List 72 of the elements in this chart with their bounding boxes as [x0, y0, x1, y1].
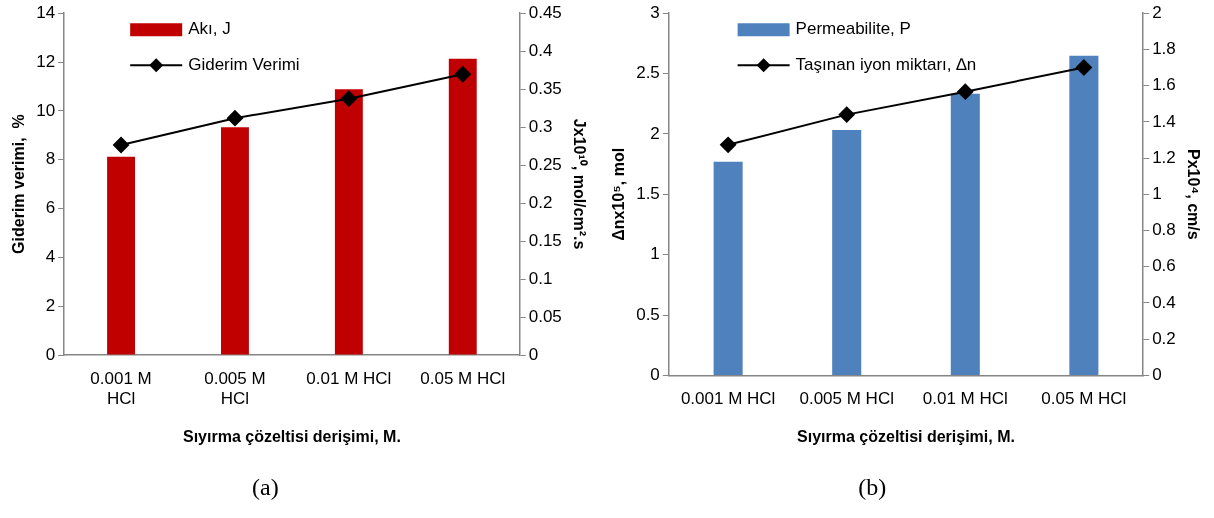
y2-axis-title: Jx10¹⁰, mol/cm².s [570, 118, 588, 250]
y2-axis-title: Px10⁴, cm/s [1184, 148, 1202, 240]
bar [107, 156, 136, 355]
bar [950, 93, 980, 375]
y2-tick-label: 0.25 [528, 154, 562, 174]
y-tick-label: 0.5 [636, 304, 660, 324]
y2-tick-label: 0 [528, 344, 539, 364]
bar [221, 127, 249, 355]
y-tick-label: 14 [36, 2, 56, 22]
y2-tick-label: 1.6 [1152, 75, 1176, 95]
y-axis-title: Giderim verimi, % [10, 114, 28, 254]
y-tick-label: 1 [650, 244, 660, 264]
y2-tick-label: 2 [1152, 2, 1162, 22]
x-axis-title: Sıyırma çözeltisi derişimi, M. [797, 427, 1015, 445]
legend-label: Taşınan iyon miktarı, ∆n [795, 54, 977, 74]
y2-tick-label: 0.35 [528, 78, 562, 98]
legend-label: Permeabilite, P [795, 18, 911, 38]
y2-tick-label: 1.8 [1152, 39, 1176, 59]
y2-tick-label: 1.2 [1152, 147, 1176, 167]
legend-label: Akı, J [188, 18, 231, 38]
x-tick-label: 0.001 M HCl [680, 389, 776, 409]
y2-tick-label: 1.4 [1152, 111, 1176, 131]
y-tick-label: 2.5 [636, 63, 660, 83]
bar [832, 130, 862, 375]
text: (a) [252, 474, 279, 501]
text: (b) [858, 474, 887, 501]
x-tick-label: 0.01 M HCl [922, 389, 1008, 409]
y2-tick-label: 0 [1152, 365, 1162, 385]
x-tick-label: 0.005 M HCl [799, 389, 894, 409]
y-tick-label: 0 [45, 344, 56, 364]
bar [448, 58, 477, 355]
point [957, 83, 974, 100]
x-tick-label: 0.01 M HCl [306, 368, 392, 388]
bar [713, 161, 743, 375]
y-tick-label: 3 [650, 2, 660, 22]
y-tick-label: 1.5 [636, 183, 660, 203]
y2-tick-label: 0.4 [1152, 292, 1176, 312]
y2-tick-label: 0.2 [528, 192, 553, 212]
bar [334, 89, 363, 355]
y2-tick-label: 0.8 [1152, 220, 1176, 240]
point [838, 106, 855, 123]
y2-tick-label: 0.1 [528, 268, 553, 288]
point [1075, 59, 1092, 76]
y-axis-title: Δnx10⁵, mol [610, 147, 628, 241]
y2-tick-label: 0.2 [1152, 328, 1176, 348]
y2-tick-label: 0.45 [528, 2, 562, 22]
y-tick-label: 0 [650, 365, 660, 385]
y2-tick-label: 0.6 [1152, 256, 1176, 276]
x-tick-label: 0.005 M HCl [204, 368, 266, 409]
y-tick-label: 10 [36, 100, 56, 120]
point [340, 90, 357, 107]
bar [1069, 55, 1099, 375]
point [720, 136, 737, 153]
x-axis-title: Sıyırma çözeltisi derişimi, M. [182, 427, 401, 445]
point [113, 137, 130, 154]
y2-tick-label: 1 [1152, 183, 1162, 203]
y-tick-label: 2 [45, 295, 56, 315]
y2-tick-label: 0.15 [528, 230, 562, 250]
point [226, 110, 243, 127]
y-tick-label: 12 [36, 51, 56, 71]
point [454, 66, 471, 83]
y-tick-label: 2 [650, 123, 660, 143]
y2-tick-label: 0.05 [528, 306, 562, 326]
y-tick-label: 8 [45, 149, 56, 169]
y-tick-label: 6 [45, 198, 56, 218]
y2-tick-label: 0.4 [528, 40, 553, 60]
y2-tick-label: 0.3 [528, 116, 553, 136]
x-tick-label: 0.001 M HCl [90, 368, 152, 409]
y-tick-label: 4 [45, 247, 56, 267]
x-tick-label: 0.05 M HCl [420, 368, 506, 388]
x-tick-label: 0.05 M HCl [1041, 389, 1127, 409]
legend-label: Giderim Verimi [188, 54, 300, 74]
